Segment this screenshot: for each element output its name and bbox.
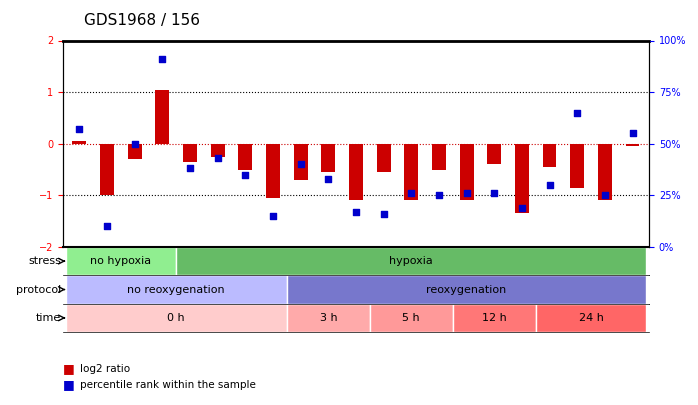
Point: [240, 171, 251, 178]
Bar: [598, 144, 612, 200]
Text: 12 h: 12 h: [482, 313, 507, 323]
Text: time: time: [36, 313, 61, 323]
Bar: [349, 144, 363, 200]
Bar: [625, 144, 639, 146]
Point: [461, 190, 472, 196]
Bar: [370, 304, 453, 332]
Bar: [100, 144, 114, 195]
Bar: [66, 275, 287, 304]
Bar: [156, 90, 170, 144]
Text: GDS1968 / 156: GDS1968 / 156: [84, 13, 200, 28]
Bar: [239, 144, 252, 170]
Bar: [432, 144, 446, 170]
Point: [295, 161, 306, 168]
Text: 3 h: 3 h: [320, 313, 337, 323]
Bar: [73, 141, 87, 144]
Text: reoxygenation: reoxygenation: [426, 285, 507, 294]
Text: percentile rank within the sample: percentile rank within the sample: [80, 380, 256, 390]
Bar: [377, 144, 391, 172]
Text: ■: ■: [63, 362, 75, 375]
Point: [517, 205, 528, 211]
Bar: [287, 275, 646, 304]
Bar: [542, 144, 556, 167]
Point: [489, 190, 500, 196]
Bar: [287, 304, 370, 332]
Bar: [128, 144, 142, 159]
Bar: [570, 144, 584, 188]
Text: no reoxygenation: no reoxygenation: [128, 285, 225, 294]
Text: 0 h: 0 h: [168, 313, 185, 323]
Point: [350, 209, 362, 215]
Text: ■: ■: [63, 378, 75, 391]
Point: [406, 190, 417, 196]
Bar: [321, 144, 335, 172]
Bar: [183, 144, 197, 162]
Point: [267, 213, 279, 219]
Point: [544, 182, 555, 188]
Text: protocol: protocol: [16, 285, 61, 294]
Bar: [211, 144, 225, 157]
Text: 5 h: 5 h: [403, 313, 420, 323]
Point: [101, 223, 112, 230]
Bar: [266, 144, 280, 198]
Text: 24 h: 24 h: [579, 313, 604, 323]
Bar: [515, 144, 529, 213]
Bar: [536, 304, 646, 332]
Text: log2 ratio: log2 ratio: [80, 364, 131, 373]
Bar: [460, 144, 473, 200]
Point: [129, 141, 140, 147]
Point: [184, 165, 195, 172]
Point: [378, 211, 389, 217]
Text: hypoxia: hypoxia: [389, 256, 433, 266]
Point: [433, 192, 445, 198]
Point: [157, 56, 168, 62]
Bar: [453, 304, 536, 332]
Point: [212, 155, 223, 162]
Text: stress: stress: [29, 256, 61, 266]
Bar: [404, 144, 418, 200]
Point: [600, 192, 611, 198]
Point: [627, 130, 638, 136]
Bar: [294, 144, 308, 180]
Text: no hypoxia: no hypoxia: [90, 256, 151, 266]
Point: [74, 126, 85, 132]
Bar: [176, 247, 646, 275]
Bar: [487, 144, 501, 164]
Point: [322, 176, 334, 182]
Bar: [66, 247, 176, 275]
Bar: [66, 304, 287, 332]
Point: [572, 109, 583, 116]
